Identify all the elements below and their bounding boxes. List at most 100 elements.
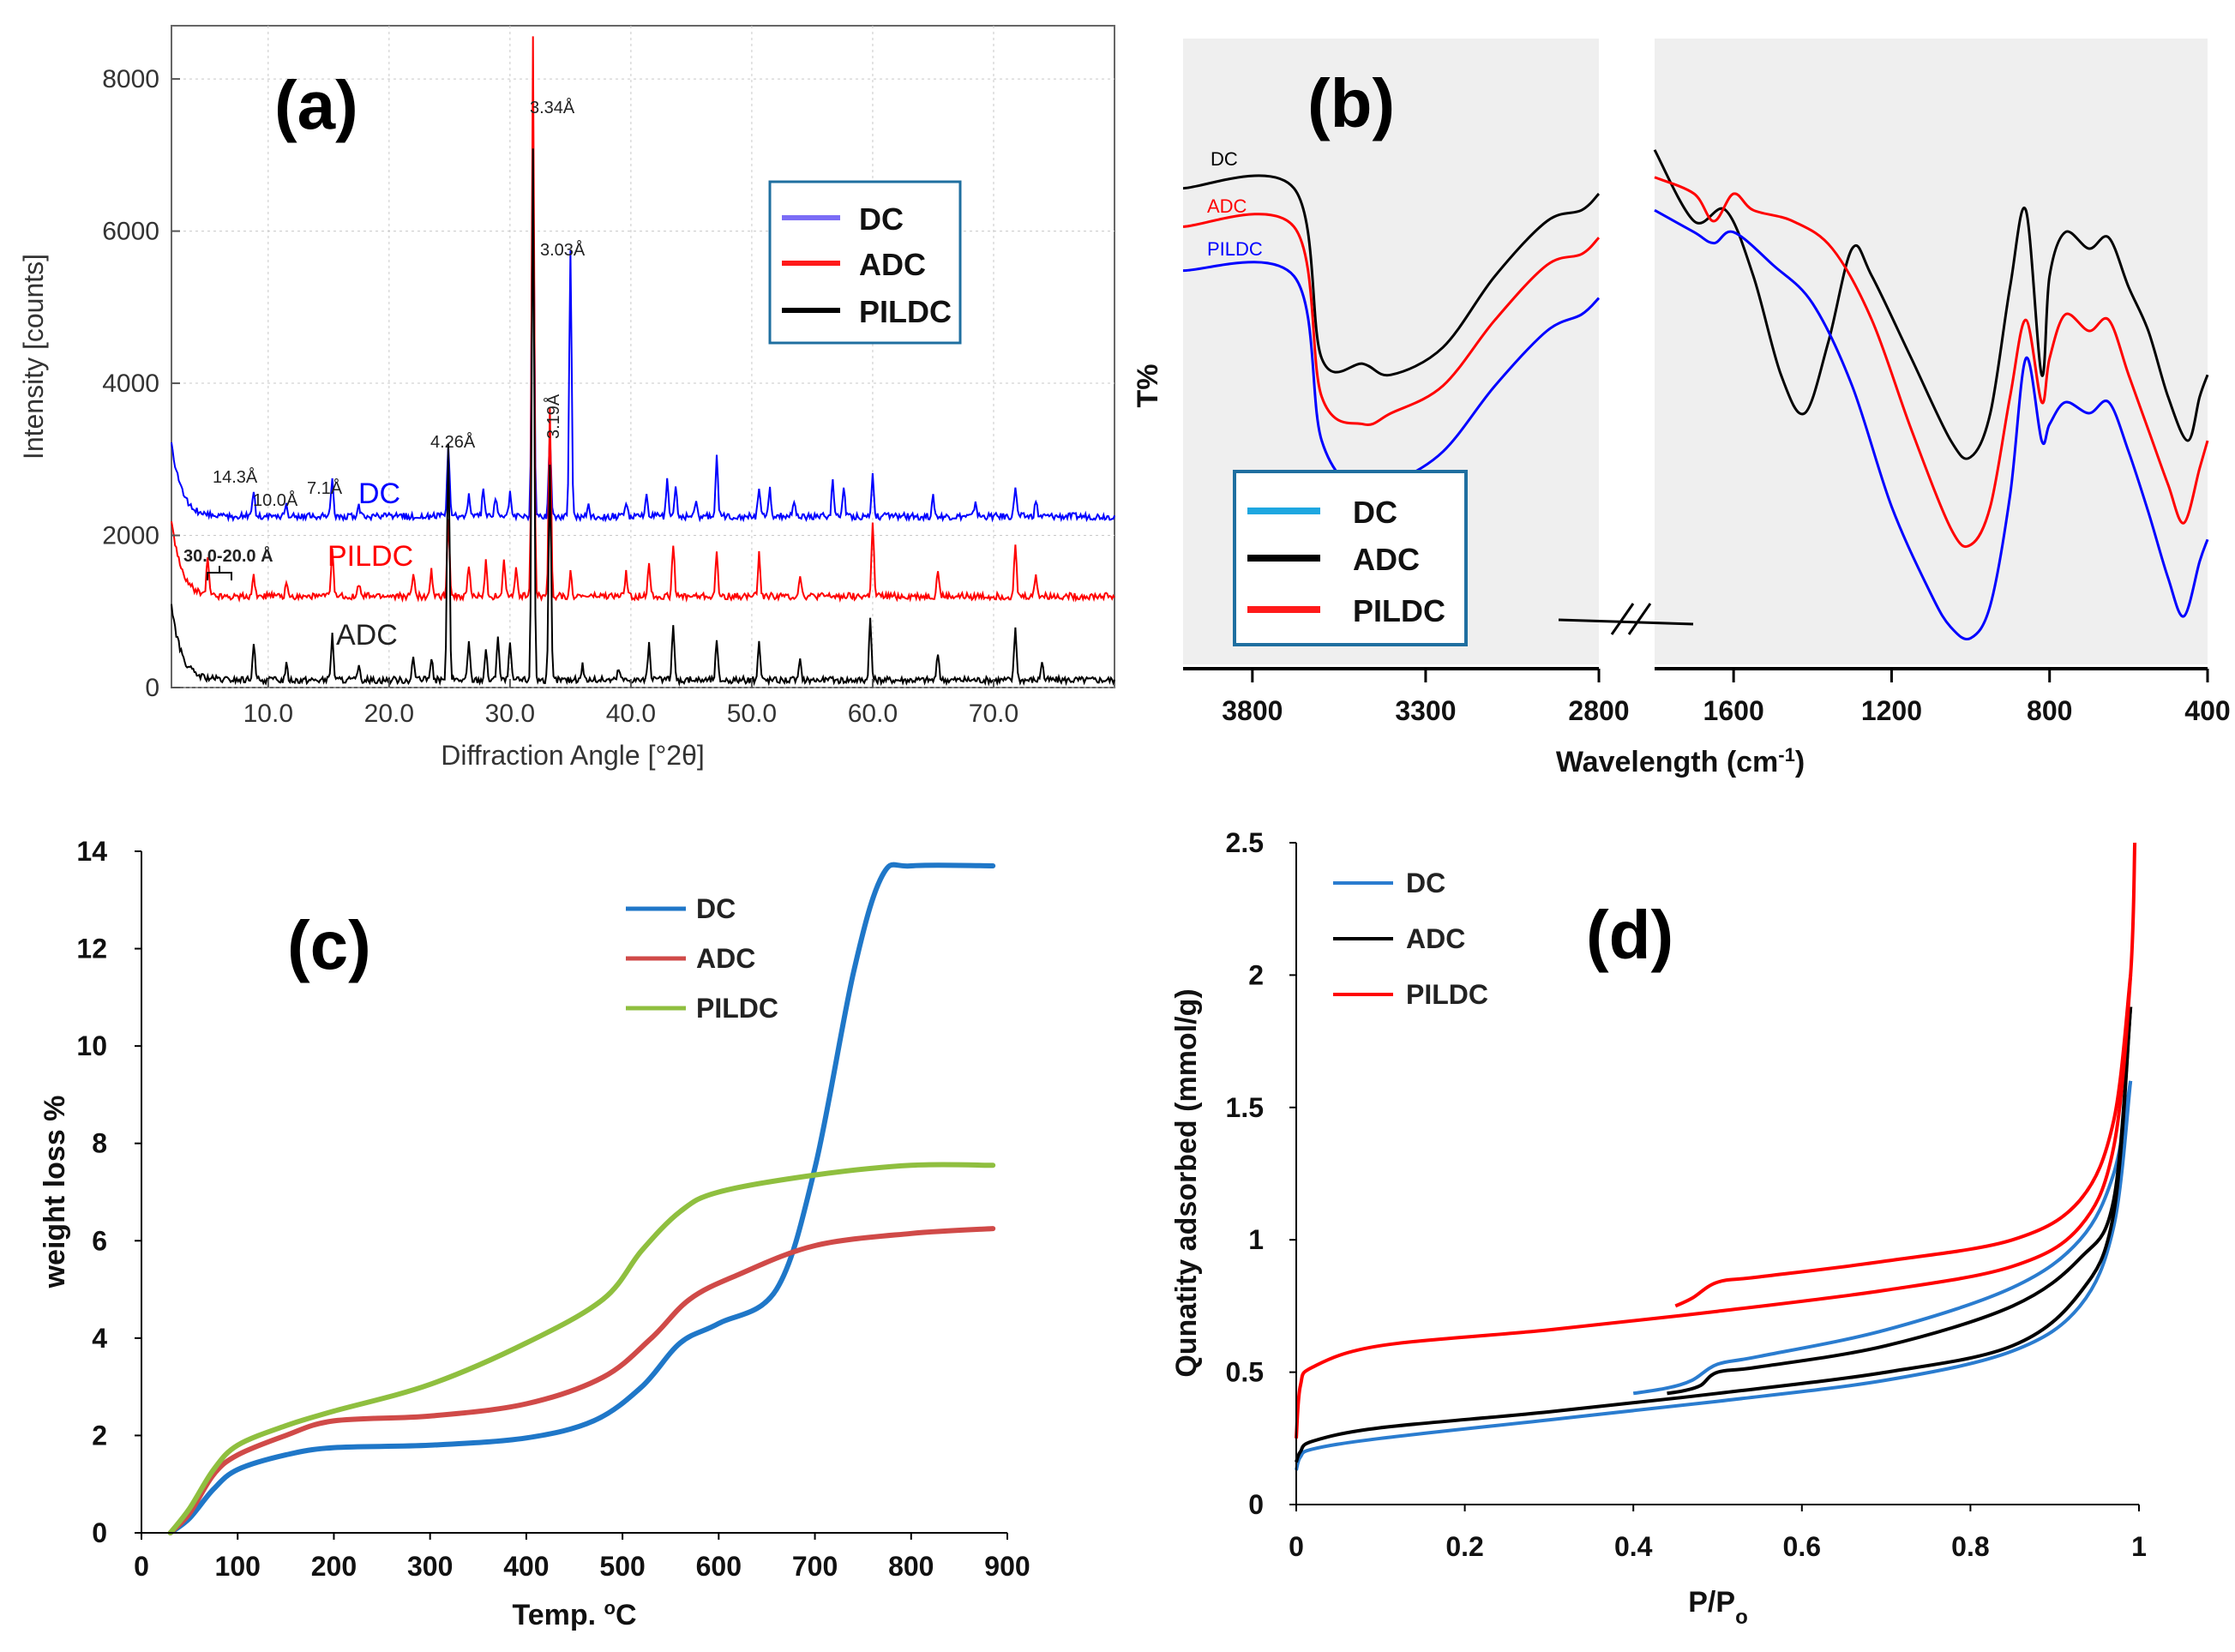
annotation-3-34: 3.34Å	[530, 98, 575, 117]
panel-b-label: (b)	[1307, 65, 1395, 141]
panel-d-label: (d)	[1586, 897, 1673, 973]
b-xtick-label: 3300	[1395, 695, 1456, 726]
annotation-14-3: 14.3Å	[213, 467, 258, 487]
curve-label-dc: DC	[358, 478, 400, 510]
panel-c-y-axis-label: weight loss %	[39, 1096, 71, 1289]
d-xtick-label: 1	[2131, 1531, 2147, 1562]
c-xtick-label: 800	[888, 1551, 934, 1582]
a-xtick-label: 60.0	[848, 700, 898, 728]
c-series-pildc	[167, 1162, 996, 1535]
legend-a-dc: DC	[859, 201, 904, 237]
c-xtick-label: 500	[599, 1551, 645, 1582]
d-ytick-label: 1.5	[1226, 1092, 1264, 1123]
panel-c-curves	[167, 862, 996, 1535]
b-xtick-label: 3800	[1222, 695, 1283, 726]
curve-label-pildc: PILDC	[327, 540, 413, 573]
a-xtick-label: 30.0	[485, 700, 535, 728]
c-ytick-label: 0	[92, 1517, 107, 1548]
d-ytick-label: 0	[1248, 1489, 1264, 1520]
a-ytick-label: 0	[145, 674, 159, 702]
d-xtick-label: 0.4	[1614, 1531, 1653, 1562]
c-series-dc	[167, 862, 996, 1535]
curve-label-b-pildc: PILDC	[1207, 238, 1263, 260]
panel-b-ftir: 3800 3300 2800 1600 1200 800 400 Wavelength (c…	[1132, 39, 2231, 778]
d-ytick-label: 1	[1248, 1224, 1264, 1255]
panel-b-legend: DC ADC PILDC	[1233, 470, 1468, 646]
panel-a-x-ticks: 10.0 20.0 30.0 40.0 50.0 60.0 70.0	[243, 679, 1018, 728]
curve-label-adc: ADC	[336, 619, 398, 652]
d-series-pildc-desorption	[1674, 975, 2133, 1308]
b-series-pildc-right	[1654, 208, 2209, 640]
panel-a-gridlines	[171, 26, 1114, 688]
panel-a-label: (a)	[274, 67, 358, 143]
a-ytick-label: 6000	[102, 218, 159, 246]
b-series-dc-right	[1653, 149, 2209, 460]
panel-c-y-ticks: 0 2 4 6 8 10 12 14	[76, 836, 141, 1548]
d-xtick-label: 0.6	[1783, 1531, 1821, 1562]
d-series-dc-desorption	[1632, 1080, 2133, 1396]
b-xtick-label: 1200	[1861, 695, 1922, 726]
annotation-10-0: 10.0Å	[253, 490, 298, 510]
a-xtick-label: 40.0	[606, 700, 656, 728]
c-ytick-label: 4	[92, 1323, 107, 1354]
b-xtick-label: 400	[2184, 695, 2230, 726]
annotation-4-26: 4.26Å	[430, 432, 476, 452]
legend-a-pildc: PILDC	[859, 294, 952, 329]
a-xtick-label: 70.0	[969, 700, 1018, 728]
c-ytick-label: 6	[92, 1225, 107, 1256]
c-xtick-label: 300	[407, 1551, 453, 1582]
panel-c-tga: 0 100 200 300 400 500 600 700 800 900 0 2 4 6 8 10 12 14…	[39, 836, 1030, 1631]
c-xtick-label: 400	[503, 1551, 549, 1582]
panel-d-isotherm: 0 0.2 0.4 0.6 0.8 1 0 0.5 1 1.5 2 2.5 P/Po Qunatit…	[1170, 827, 2147, 1629]
d-xtick-label: 0	[1289, 1531, 1304, 1562]
c-xtick-label: 200	[311, 1551, 357, 1582]
panel-d-curves	[1295, 842, 2137, 1471]
c-ytick-label: 14	[76, 836, 107, 867]
panel-b-x-ticks: 3800 3300 2800 1600 1200 800 400	[1222, 669, 2231, 726]
c-xtick-label: 600	[696, 1551, 742, 1582]
panel-a-legend: DC ADC PILDC	[768, 180, 962, 345]
b-xtick-label: 2800	[1568, 695, 1629, 726]
annotation-3-19: 3.19Å	[544, 393, 563, 439]
bracket-marker	[207, 566, 232, 580]
b-series-adc-right	[1654, 176, 2209, 549]
legend-a-adc: ADC	[859, 247, 926, 282]
c-ytick-label: 10	[76, 1030, 107, 1061]
b-series-adc-left	[1182, 213, 1601, 426]
b-xtick-label: 1600	[1703, 695, 1764, 726]
legend-d-dc: DC	[1406, 868, 1445, 898]
c-xtick-label: 900	[984, 1551, 1030, 1582]
legend-b-dc: DC	[1353, 495, 1397, 530]
annotation-7-1: 7.1Å	[307, 478, 343, 498]
a-ytick-label: 2000	[102, 522, 159, 550]
panel-b-y-axis-label: T%	[1132, 364, 1164, 408]
a-series-dc	[171, 138, 1115, 523]
panel-c-x-ticks: 0 100 200 300 400 500 600 700 800 900	[134, 1533, 1030, 1582]
legend-b-pildc: PILDC	[1353, 593, 1445, 628]
b-xtick-label: 800	[2027, 695, 2072, 726]
a-xtick-label: 50.0	[727, 700, 777, 728]
c-ytick-label: 2	[92, 1420, 107, 1451]
d-ytick-label: 2.5	[1226, 827, 1264, 858]
legend-c-pildc: PILDC	[696, 993, 778, 1024]
d-series-pildc-adsorption	[1295, 842, 2137, 1439]
panel-a-x-axis-label: Diffraction Angle [°2θ]	[441, 740, 705, 771]
annotation-3-03: 3.03Å	[540, 240, 586, 260]
c-series-adc	[167, 1226, 996, 1535]
panel-c-x-axis-label: Temp. oC	[512, 1597, 636, 1632]
d-ytick-label: 2	[1248, 959, 1264, 990]
c-ytick-label: 8	[92, 1128, 107, 1159]
a-ytick-label: 4000	[102, 369, 159, 398]
a-xtick-label: 10.0	[243, 700, 293, 728]
d-xtick-label: 0.2	[1445, 1531, 1483, 1562]
c-xtick-label: 0	[134, 1551, 149, 1582]
a-ytick-label: 8000	[102, 65, 159, 93]
curve-label-b-dc: DC	[1211, 148, 1238, 170]
legend-d-adc: ADC	[1406, 923, 1465, 954]
panel-d-x-ticks: 0 0.2 0.4 0.6 0.8 1	[1289, 1505, 2147, 1562]
panel-a-xrd: 10.0 20.0 30.0 40.0 50.0 60.0 70.0 0 2000 4000 60…	[18, 25, 1115, 771]
legend-c-dc: DC	[696, 893, 736, 924]
panel-d-y-ticks: 0 0.5 1 1.5 2 2.5	[1226, 827, 1296, 1520]
a-series-pildc	[171, 36, 1115, 604]
